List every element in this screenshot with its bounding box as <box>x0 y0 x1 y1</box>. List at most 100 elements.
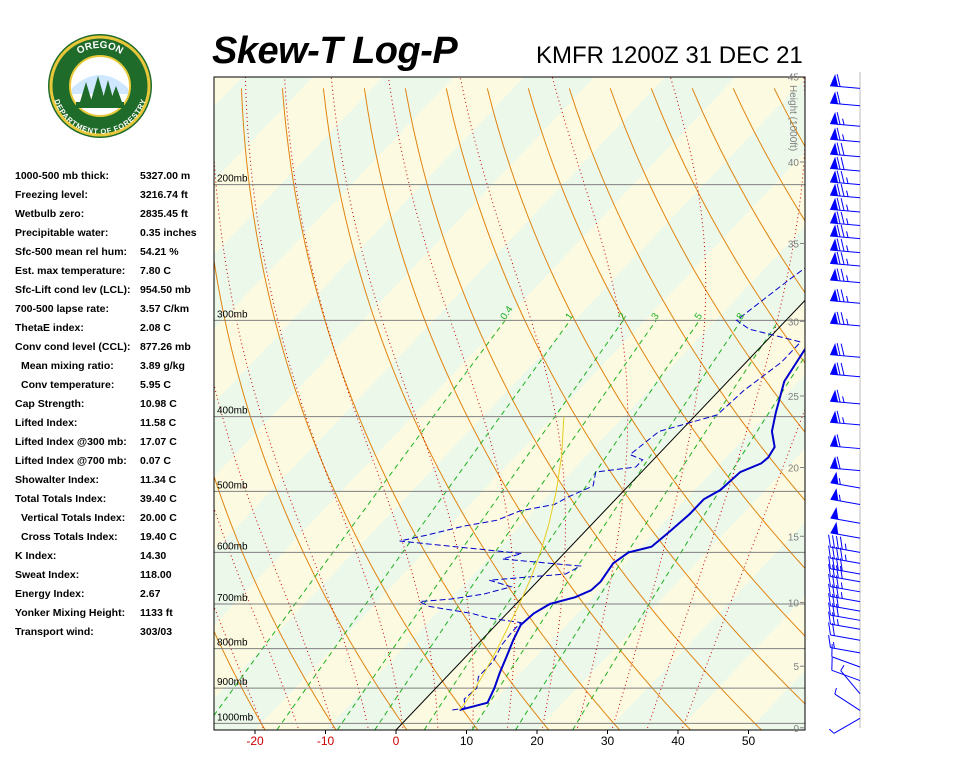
index-value: 17.07 C <box>140 436 177 448</box>
index-value: 2.67 <box>140 588 161 600</box>
height-tick-label: 10 <box>788 598 800 609</box>
wind-barb-feather <box>832 612 835 625</box>
wind-barb-feather <box>835 594 839 608</box>
mixing-ratio-label: 5 <box>693 311 705 322</box>
wind-barb-feather <box>832 535 835 548</box>
wind-barb-half-feather <box>838 494 841 502</box>
pressure-label: 400mb <box>217 406 248 417</box>
wind-barb <box>830 74 861 89</box>
wind-barb-feather <box>836 197 841 211</box>
dry-adiabat <box>938 88 960 730</box>
x-tick-label: 50 <box>742 734 756 748</box>
wind-barb-feather <box>836 434 841 447</box>
index-value: 10.98 C <box>140 398 177 410</box>
wind-barb-flag <box>830 112 839 125</box>
index-row: Showalter Index: 11.34 C <box>15 473 215 492</box>
wind-barb-staff <box>834 693 861 711</box>
wind-barb <box>830 488 861 505</box>
x-tick-label: -20 <box>246 734 264 748</box>
wind-barb-half-feather <box>846 190 849 197</box>
wind-barb-feather <box>832 593 835 607</box>
isotherm-band <box>214 77 525 403</box>
wind-barb-feather <box>836 91 841 105</box>
wind-barb-flag <box>830 127 839 140</box>
isotherm-band <box>214 77 384 255</box>
x-tick-label: 40 <box>671 734 685 748</box>
wind-barb <box>830 91 861 107</box>
stability-indices-list: 1000-500 mb thick: 5327.00 m Freezing leve… <box>15 169 215 644</box>
index-label: Lifted Index: <box>15 417 78 429</box>
dry-adiabat <box>404 88 762 730</box>
wind-barb-feather <box>831 644 833 657</box>
mixing-ratio-line <box>336 320 624 730</box>
index-label: Yonker Mixing Height: <box>15 607 126 619</box>
pressure-label: 200mb <box>217 174 248 185</box>
wind-barb-feather <box>835 535 839 549</box>
index-value: 877.26 mb <box>140 341 191 353</box>
wind-barb-half-feather <box>846 177 849 184</box>
dry-adiabat <box>486 88 805 637</box>
wind-barb-half-feather <box>846 275 849 282</box>
wind-barb-half-feather <box>846 295 849 303</box>
wind-barb-half-feather <box>834 687 837 695</box>
wind-barb-feather <box>840 224 845 238</box>
pressure-label: 500mb <box>217 480 248 491</box>
index-label: Est. max temperature: <box>15 265 126 277</box>
index-value: 19.40 C <box>140 531 177 543</box>
index-row: Total Totals Index: 39.40 C <box>15 492 215 511</box>
wind-barb-feather <box>832 546 835 559</box>
isotherm-band <box>819 77 960 730</box>
wind-barb-staff <box>830 568 861 575</box>
wind-barb-flag <box>830 268 839 281</box>
wind-barb-flag <box>830 456 839 469</box>
wind-barb <box>828 717 861 734</box>
wind-barb-feather <box>828 622 831 636</box>
wind-barb <box>830 268 861 284</box>
mixing-ratio-line <box>276 320 571 730</box>
wind-barb-feather <box>836 142 841 156</box>
pressure-label: 1000mb <box>217 712 254 723</box>
wind-barb-feather <box>828 574 831 587</box>
temperature-trace <box>459 347 805 712</box>
wind-barb <box>830 224 861 240</box>
wind-barb-half-feather <box>842 417 845 424</box>
wind-barb-feather <box>840 289 845 302</box>
wind-barb-half-feather <box>846 318 849 325</box>
wind-barb-half-feather <box>846 258 849 266</box>
wind-barb-feather <box>836 127 841 141</box>
index-label: Sweat Index: <box>15 569 80 581</box>
index-value: 7.80 C <box>140 265 171 277</box>
mixing-ratio-label: 8 <box>735 311 747 322</box>
index-label: Mean mixing ratio: <box>21 360 114 372</box>
wind-barb-staff <box>830 647 861 654</box>
height-tick-label: 30 <box>788 317 800 328</box>
wind-barb-half-feather <box>846 218 849 225</box>
wind-barb-half-feather <box>836 619 839 626</box>
wind-barb <box>830 521 861 539</box>
x-tick-label: 30 <box>601 734 615 748</box>
height-tick-label: 20 <box>788 464 800 475</box>
wind-barb-feather <box>828 635 831 648</box>
wind-barb <box>828 602 861 621</box>
wind-barb <box>830 410 861 426</box>
wind-barb <box>830 311 861 327</box>
wind-barb-feather <box>828 545 831 559</box>
wind-barb-staff <box>830 194 861 199</box>
index-label: Lifted Index @300 mb: <box>15 436 127 448</box>
index-row: Conv cond level (CCL): 877.26 mb <box>15 340 215 359</box>
moist-adiabat <box>551 77 629 730</box>
freezing-isotherm <box>395 299 805 730</box>
wind-barb-flag <box>830 362 839 375</box>
index-row: 1000-500 mb thick: 5327.00 m <box>15 169 215 188</box>
wind-barb-staff <box>830 85 861 89</box>
wind-barb-feather <box>840 211 845 225</box>
wind-barb-staff <box>831 669 861 682</box>
wind-barb-feather <box>828 556 831 569</box>
wind-barb-staff <box>831 656 861 668</box>
wind-barb-flag <box>830 521 839 535</box>
wind-barb-feather <box>839 566 843 579</box>
dry-adiabat <box>363 88 691 730</box>
wind-barb-half-feather <box>838 478 841 485</box>
wind-barb-feather <box>828 602 831 616</box>
wind-barb-flag <box>830 170 839 183</box>
